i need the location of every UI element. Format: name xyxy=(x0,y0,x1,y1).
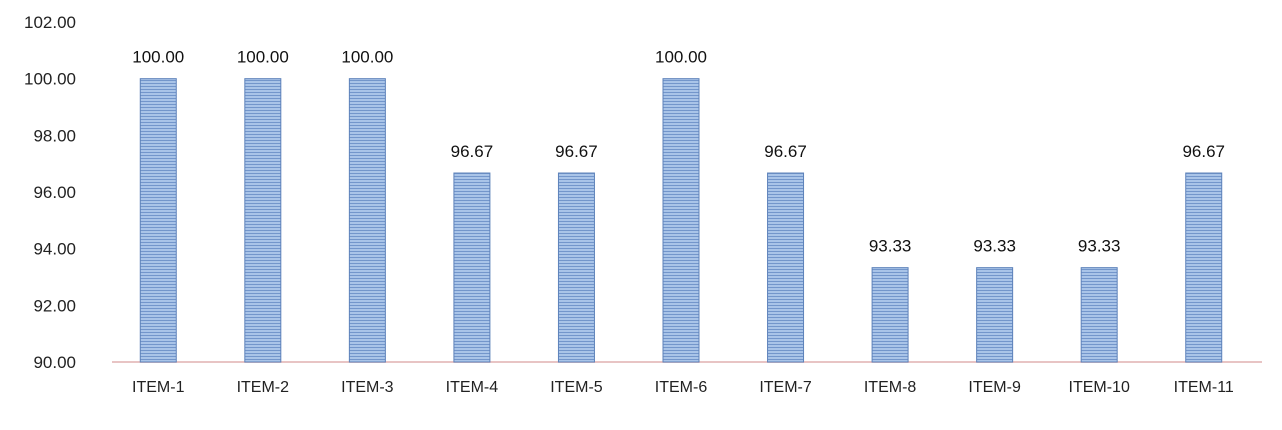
data-label: 100.00 xyxy=(341,48,393,67)
bar-item-4 xyxy=(453,172,491,363)
y-axis: 90.00 92.00 94.00 96.00 98.00 100.00 102.00 xyxy=(24,13,76,372)
bar-item-3 xyxy=(348,78,386,363)
x-tick-label: ITEM-2 xyxy=(237,379,290,396)
y-tick-label: 98.00 xyxy=(33,126,76,145)
data-label: 96.67 xyxy=(555,142,598,161)
bar-item-5 xyxy=(557,172,595,363)
data-label: 93.33 xyxy=(1078,237,1121,256)
data-labels-group: 100.00 100.00 100.00 96.67 96.67 100.00 96.67 9… xyxy=(132,48,1225,256)
category-labels-group: ITEM-1 ITEM-2 ITEM-3 ITEM-4 ITEM-5 ITEM-6 ITEM… xyxy=(132,379,1234,396)
y-tick-label: 90.00 xyxy=(33,353,76,372)
data-label: 96.67 xyxy=(451,142,494,161)
bar-item-10 xyxy=(1080,267,1118,363)
y-tick-label: 100.00 xyxy=(24,70,76,89)
bar-item-7 xyxy=(767,172,805,363)
bar-item-1 xyxy=(139,78,177,363)
bars-group xyxy=(139,78,1223,363)
x-tick-label: ITEM-7 xyxy=(759,379,812,396)
y-tick-label: 92.00 xyxy=(33,296,76,315)
bar-item-11 xyxy=(1185,172,1223,363)
data-label: 96.67 xyxy=(764,142,807,161)
bar-item-6 xyxy=(662,78,700,363)
x-tick-label: ITEM-4 xyxy=(446,379,499,396)
bar-item-8 xyxy=(871,267,909,363)
x-tick-label: ITEM-11 xyxy=(1174,379,1234,396)
data-label: 96.67 xyxy=(1182,142,1225,161)
x-tick-label: ITEM-8 xyxy=(864,379,917,396)
y-tick-label: 96.00 xyxy=(33,183,76,202)
data-label: 100.00 xyxy=(237,48,289,67)
data-label: 93.33 xyxy=(869,237,912,256)
data-label: 93.33 xyxy=(973,237,1016,256)
x-tick-label: ITEM-9 xyxy=(968,379,1021,396)
x-tick-label: ITEM-3 xyxy=(341,379,394,396)
x-tick-label: ITEM-1 xyxy=(132,379,185,396)
data-label: 100.00 xyxy=(655,48,707,67)
x-tick-label: ITEM-5 xyxy=(550,379,603,396)
bar-item-2 xyxy=(244,78,282,363)
x-tick-label: ITEM-10 xyxy=(1069,379,1130,396)
y-tick-label: 102.00 xyxy=(24,13,76,32)
data-label: 100.00 xyxy=(132,48,184,67)
bar-item-9 xyxy=(976,267,1014,363)
y-tick-label: 94.00 xyxy=(33,240,76,259)
x-tick-label: ITEM-6 xyxy=(655,379,708,396)
